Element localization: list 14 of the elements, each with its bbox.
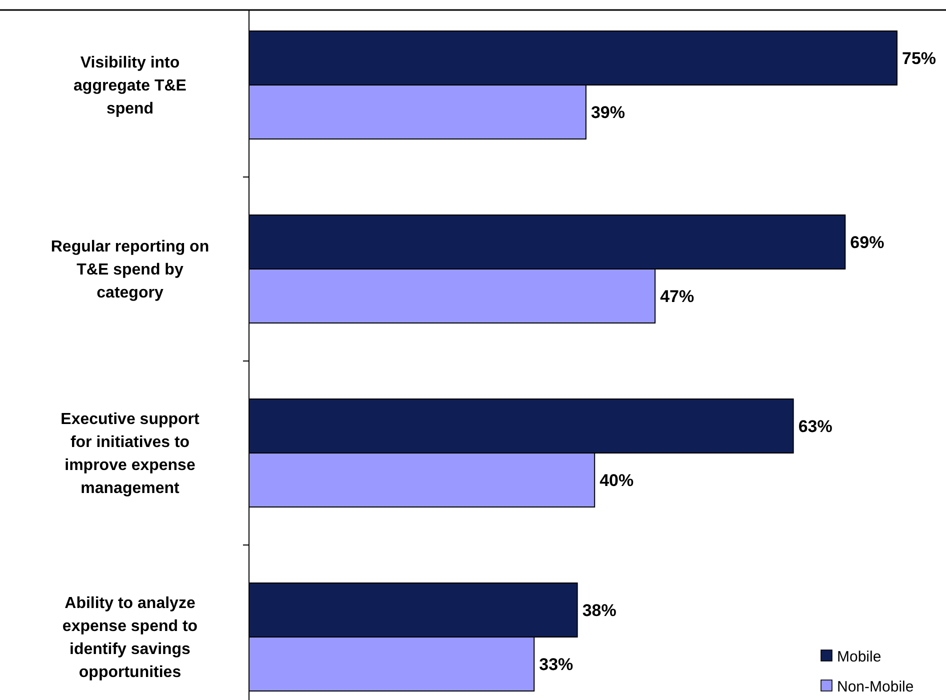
data-label: 33% <box>539 654 574 674</box>
y-tick-label: Ability to analyze expense spend to identify savings opportunities <box>62 595 198 682</box>
y-tick-label: Executive support for initiatives to improve expense management <box>60 411 200 498</box>
data-label: 40% <box>600 470 634 490</box>
y-tick-label: Visibility into aggregate T&E spend <box>74 54 187 118</box>
data-label: 63% <box>798 416 832 436</box>
data-label: 75% <box>902 48 936 68</box>
data-label: 47% <box>660 286 694 306</box>
legend-label: Mobile <box>837 648 882 666</box>
data-label: 39% <box>590 102 625 122</box>
data-label: 38% <box>582 600 616 620</box>
legend-label: Non-Mobile <box>837 678 914 696</box>
y-tick-label: Regular reporting on T&E spend by category <box>50 238 210 302</box>
data-label: 69% <box>850 232 884 252</box>
